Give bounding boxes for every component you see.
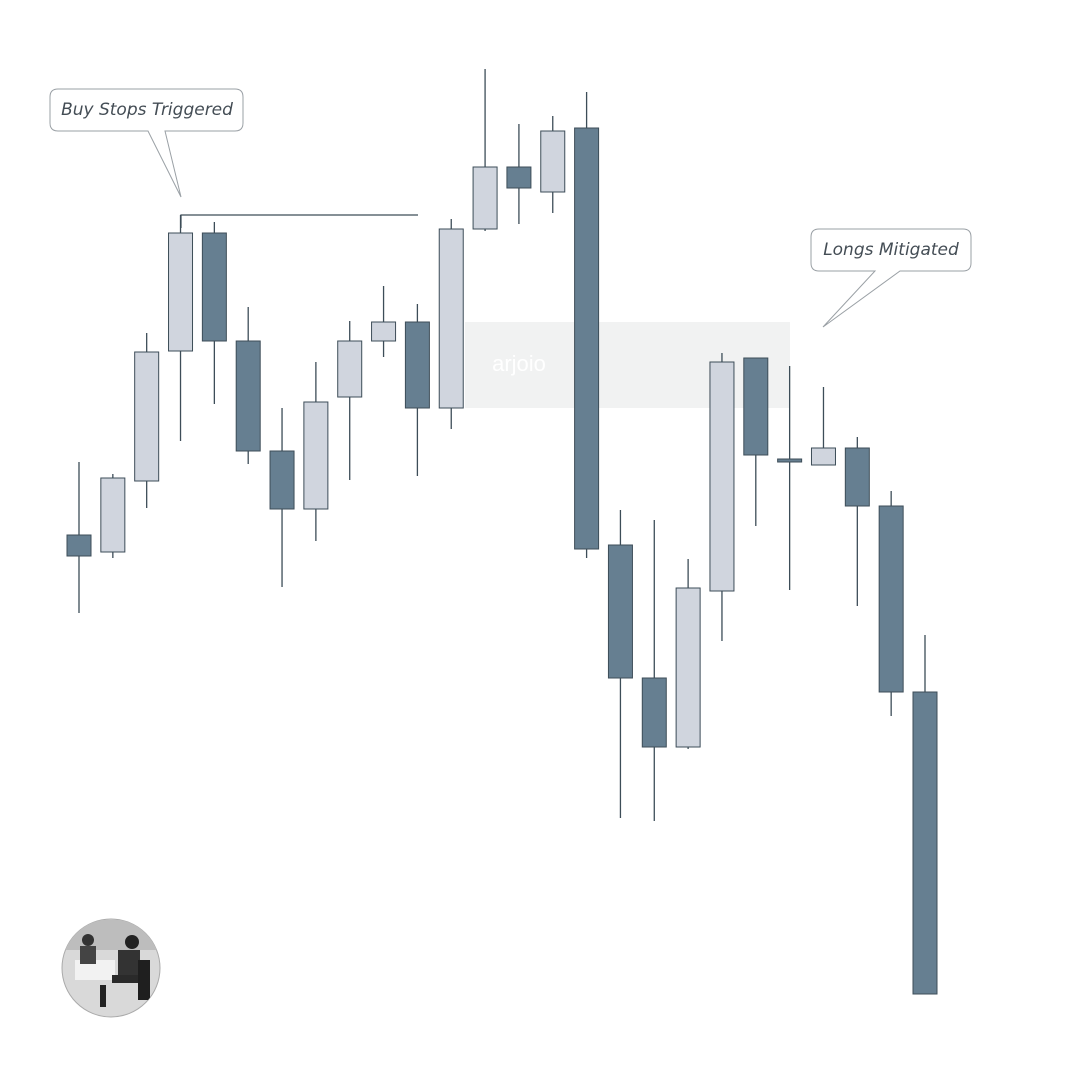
candle-body <box>472 166 498 230</box>
candle-body <box>168 232 194 352</box>
callout <box>49 88 244 198</box>
candle-body <box>303 401 329 510</box>
candle-body <box>743 357 769 456</box>
candle-body <box>66 534 92 557</box>
annotation: Longs Mitigated <box>823 240 959 260</box>
candle-body <box>506 166 532 189</box>
candle-body <box>201 232 227 342</box>
candle-body <box>100 477 126 553</box>
candle-body <box>404 321 430 409</box>
candle-body <box>371 321 397 342</box>
avatar <box>61 918 161 1018</box>
candle-body <box>607 544 633 679</box>
candle-body <box>844 447 870 507</box>
candle-body <box>574 127 600 550</box>
candle-body <box>134 351 160 482</box>
annotation: Buy Stops Triggered <box>61 100 233 120</box>
zone <box>465 322 790 408</box>
level-line <box>180 214 418 228</box>
candle-body <box>540 130 566 193</box>
watermark: arjoio <box>492 351 546 376</box>
candle-body <box>777 458 803 463</box>
candle-body <box>878 505 904 693</box>
candle-body <box>438 228 464 409</box>
candle-body <box>912 691 938 995</box>
callout <box>810 228 972 328</box>
candle-body <box>709 361 735 592</box>
candle-body <box>235 340 261 452</box>
candle-body <box>641 677 667 748</box>
candle-body <box>675 587 701 748</box>
candle-body <box>337 340 363 398</box>
candle-body <box>810 447 836 466</box>
candle-body <box>269 450 295 510</box>
